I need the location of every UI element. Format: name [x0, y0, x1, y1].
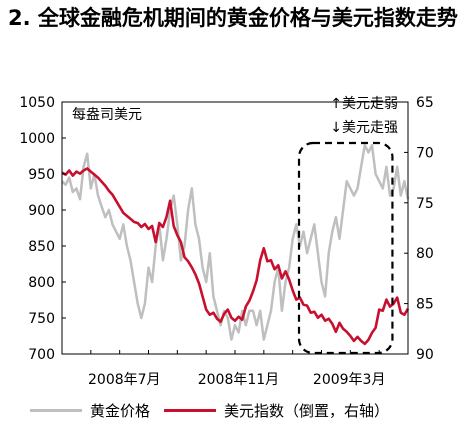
legend-swatch-usd	[164, 408, 217, 412]
left-tick-label: 1000	[19, 131, 55, 147]
x-tick-label: 2009年3月	[313, 372, 386, 388]
chart-legend: 黄金价格 美元指数（倒置，右轴）	[30, 398, 470, 422]
gold-price-line	[61, 143, 410, 341]
right-tick-label: 65	[416, 95, 434, 111]
highlight-box	[297, 141, 394, 355]
legend-item-usd: 美元指数（倒置，右轴）	[164, 400, 389, 421]
right-tick-label: 75	[416, 196, 434, 212]
x-tick-label: 2008年11月	[198, 372, 279, 388]
legend-label-gold: 黄金价格	[90, 401, 151, 420]
usd-index-line	[61, 167, 410, 346]
right-tick-label: 85	[416, 297, 434, 313]
annotation-usd-weaker: ↑美元走弱	[330, 96, 398, 112]
left-tick-label: 750	[28, 311, 55, 327]
right-tick-label: 90	[416, 347, 434, 363]
annotation-usd-stronger: ↓美元走强	[330, 120, 398, 136]
legend-item-gold: 黄金价格	[30, 400, 150, 421]
left-tick-label: 1050	[19, 95, 55, 111]
legend-label-usd: 美元指数（倒置，右轴）	[224, 401, 390, 420]
chart-title: 2. 全球金融危机期间的黄金价格与美元指数走势	[8, 6, 458, 30]
left-tick-label: 950	[28, 167, 55, 183]
left-tick-label: 700	[28, 347, 55, 363]
legend-swatch-gold	[30, 408, 82, 412]
left-tick-label: 900	[28, 203, 55, 219]
x-tick-label: 2008年7月	[88, 372, 161, 388]
right-tick-label: 70	[416, 145, 434, 161]
left-unit-label: 每盎司美元	[72, 107, 142, 123]
left-tick-label: 800	[28, 275, 55, 291]
left-tick-label: 850	[28, 239, 55, 255]
right-tick-label: 80	[416, 246, 434, 262]
